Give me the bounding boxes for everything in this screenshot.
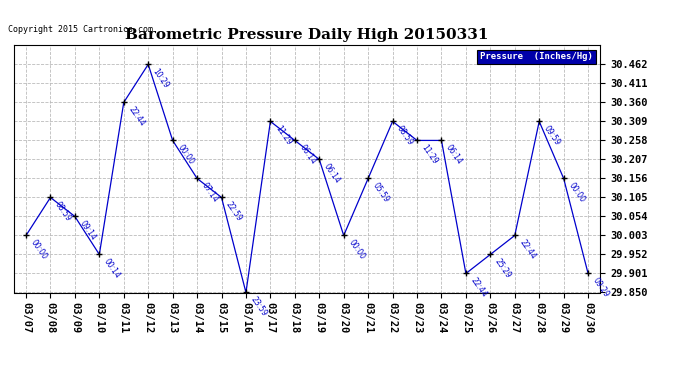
Text: 22:59: 22:59 bbox=[224, 200, 244, 223]
Text: 25:29: 25:29 bbox=[493, 257, 513, 280]
Text: 06:14: 06:14 bbox=[297, 143, 317, 166]
Text: 06:14: 06:14 bbox=[322, 162, 342, 185]
Text: 11:29: 11:29 bbox=[420, 143, 440, 166]
Text: 11:29: 11:29 bbox=[273, 124, 293, 147]
Text: 09:29: 09:29 bbox=[591, 276, 611, 299]
Text: 00:00: 00:00 bbox=[566, 181, 586, 204]
Legend: Pressure  (Inches/Hg): Pressure (Inches/Hg) bbox=[477, 50, 595, 64]
Text: 09:14: 09:14 bbox=[78, 219, 97, 242]
Text: 08:59: 08:59 bbox=[395, 124, 415, 147]
Text: 22:44: 22:44 bbox=[518, 238, 538, 261]
Text: 05:59: 05:59 bbox=[371, 181, 391, 204]
Text: 00:00: 00:00 bbox=[29, 238, 49, 261]
Text: 00:00: 00:00 bbox=[346, 238, 366, 261]
Text: 00:14: 00:14 bbox=[102, 257, 122, 280]
Text: 22:44: 22:44 bbox=[469, 276, 489, 299]
Text: 22:44: 22:44 bbox=[126, 105, 146, 128]
Text: 00:00: 00:00 bbox=[175, 143, 195, 166]
Text: Copyright 2015 Cartronics.com: Copyright 2015 Cartronics.com bbox=[8, 25, 153, 34]
Text: 10:29: 10:29 bbox=[151, 67, 171, 90]
Text: 06:14: 06:14 bbox=[444, 143, 464, 166]
Title: Barometric Pressure Daily High 20150331: Barometric Pressure Daily High 20150331 bbox=[126, 28, 489, 42]
Text: 23:59: 23:59 bbox=[248, 295, 268, 318]
Text: 08:59: 08:59 bbox=[53, 200, 73, 223]
Text: 09:59: 09:59 bbox=[542, 124, 562, 147]
Text: 07:14: 07:14 bbox=[200, 181, 220, 204]
